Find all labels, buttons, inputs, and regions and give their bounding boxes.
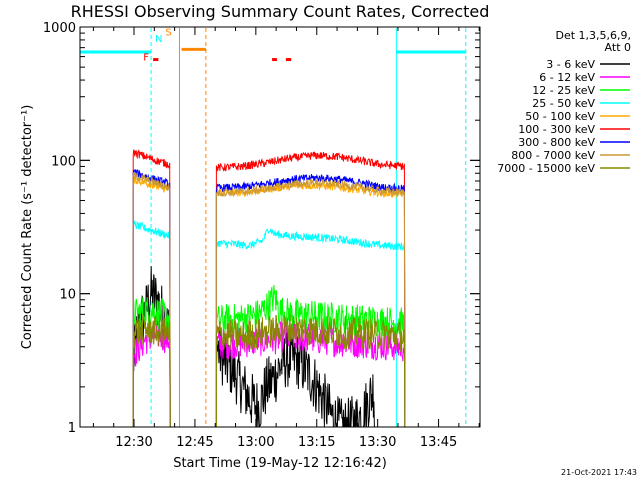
y-axis-label: Corrected Count Rate (s⁻¹ detector⁻¹) [20,105,35,350]
footer-date: 21-Oct-2021 17:43 [561,468,637,477]
x-tick-label: 13:15 [298,435,335,450]
series-line-6-segment-1 [215,173,406,428]
state-marker-label: N [155,34,162,45]
legend-label: 12 - 25 keV [532,84,595,97]
legend-label: 6 - 12 keV [539,71,595,84]
series-line-4-segment-0 [132,175,171,428]
state-marker-label: S [165,28,171,39]
x-tick-label: 13:00 [237,435,274,450]
series-line-5-segment-0 [132,148,171,428]
x-tick-label: 13:30 [359,435,396,450]
legend-label: 25 - 50 keV [532,97,595,110]
legend-header-line-1: Det 1,3,5,6,9, [555,29,631,42]
x-tick-label: 12:45 [176,435,213,450]
legend-header-line-2: Att 0 [605,41,631,54]
series-line-4-segment-1 [215,180,406,428]
axes: 12:30 12:45 13:00 13:15 13:30 13:45 1 10 100 1000 [43,21,480,450]
state-marker-label: F [143,53,149,64]
legend-label: 100 - 300 keV [518,123,595,136]
y-tick-label: 1 [68,421,76,436]
plot-frame [79,26,481,428]
series-line-7-segment-0 [132,171,171,428]
x-tick-label: 12:30 [115,435,152,450]
series-line-2-segment-0 [132,297,171,428]
chart-title: RHESSI Observing Summary Count Rates, Co… [71,2,490,21]
series-line-8-segment-1 [215,314,406,428]
series-line-0-segment-1 [215,326,375,428]
series-line-7-segment-1 [215,178,406,428]
series-line-5-segment-1 [215,151,406,428]
legend-label: 300 - 800 keV [518,136,595,149]
legend-label: 7000 - 15000 keV [497,162,595,175]
series-line-3-segment-1 [215,228,406,428]
series-line-2-segment-1 [215,284,406,428]
plot-area: FNS [80,28,467,428]
series-line-3-segment-0 [132,219,171,428]
y-tick-label: 100 [51,154,76,169]
series-line-6-segment-0 [132,169,171,428]
x-tick-label: 13:45 [420,435,457,450]
legend-label: 3 - 6 keV [546,58,595,71]
y-tick-label: 1000 [43,21,76,36]
y-tick-label: 10 [59,288,76,303]
legend-label: 800 - 7000 keV [511,149,595,162]
x-axis-label: Start Time (19-May-12 12:16:42) [173,456,387,471]
legend-label: 50 - 100 keV [525,110,595,123]
series-line-8-segment-0 [132,313,171,428]
